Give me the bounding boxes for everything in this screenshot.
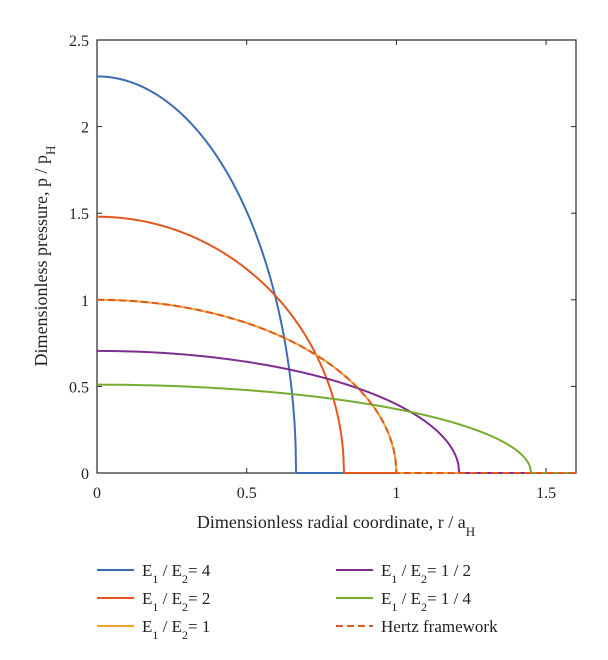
series-lines: [96, 75, 576, 474]
series-line: [96, 298, 576, 474]
y-tick-label: 1.5: [69, 206, 89, 223]
x-tick-label: 1: [392, 485, 400, 502]
x-tick-label: 0.5: [237, 485, 257, 502]
y-tick-label: 0.5: [69, 379, 89, 396]
legend-label: E1 / E2= 4: [142, 561, 211, 586]
x-axis-label: Dimensionless radial coordinate, r / aH: [197, 512, 475, 539]
y-tick-label: 2.5: [69, 33, 89, 50]
y-tick-label: 2: [81, 120, 89, 137]
legend-label: Hertz framework: [381, 617, 498, 636]
legend-label: E1 / E2= 2: [142, 589, 210, 614]
y-axis-label-sub: H: [43, 146, 58, 155]
series-line: [96, 349, 576, 474]
series-line: [96, 383, 576, 474]
legend: E1 / E2= 4 E1 / E2= 2 E1 / E2= 1 E1 / E2= 1…: [97, 561, 498, 642]
y-tick-label: 1: [81, 293, 89, 310]
x-axis-label-sub: H: [466, 524, 475, 539]
legend-label: E1 / E2= 1 / 2: [381, 561, 471, 586]
legend-label: E1 / E2= 1: [142, 617, 210, 642]
x-tick-label: 1.5: [536, 485, 556, 502]
plot-area: [96, 39, 577, 474]
x-tick-label: 0: [93, 485, 101, 502]
series-line: [96, 75, 576, 474]
y-tick-label: 0: [81, 466, 89, 483]
legend-label: E1 / E2= 1 / 4: [381, 589, 472, 614]
series-line: [96, 215, 576, 474]
y-axis-label: Dimensionless pressure, p / pH: [31, 146, 58, 367]
